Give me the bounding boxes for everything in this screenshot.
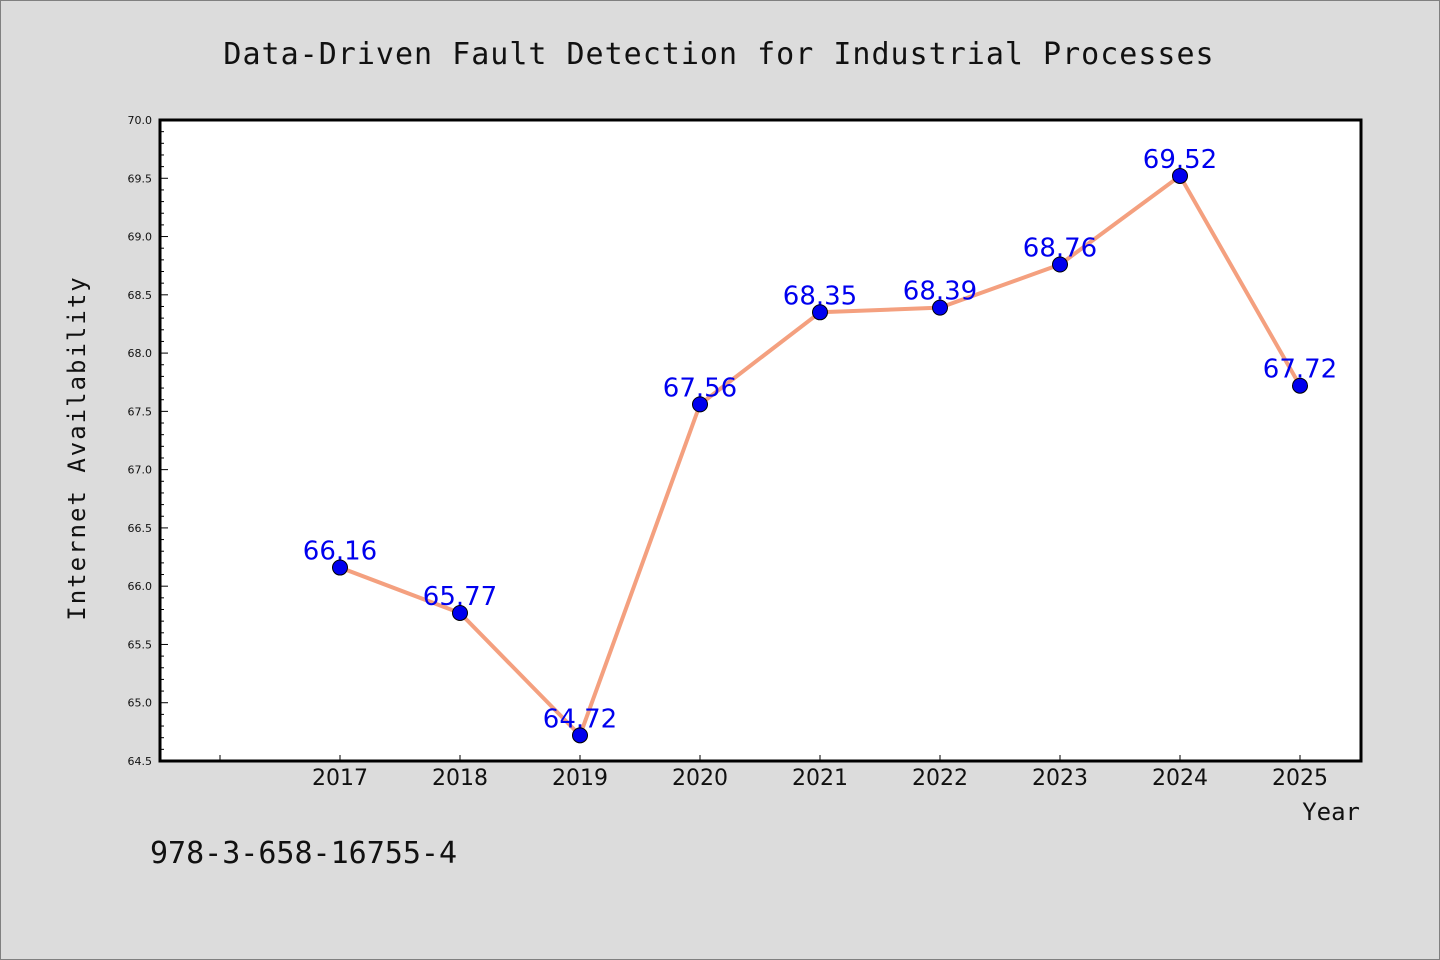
y-tick-label: 68.0 <box>128 347 153 360</box>
data-label: 67.56 <box>663 373 737 403</box>
y-tick-label: 67.5 <box>128 405 153 418</box>
y-axis: 64.5 65.0 65.5 66.0 66.5 67.0 67.5 68.0 68.5 69.0… <box>128 114 168 768</box>
y-tick-label: 65.0 <box>128 697 153 710</box>
data-point <box>692 396 708 413</box>
x-tick-label: 2023 <box>1032 766 1088 791</box>
y-tick-label: 64.5 <box>128 755 153 768</box>
data-labels: 66.16 65.77 64.72 67.56 68.35 68.39 68.76 69.52… <box>303 145 1337 734</box>
y-tick-label: 66.5 <box>128 522 153 535</box>
y-tick-label: 65.5 <box>128 638 153 651</box>
isbn-text: 978-3-658-16755-4 <box>150 836 457 871</box>
data-point <box>1292 377 1308 394</box>
series-markers <box>332 167 1308 744</box>
x-axis-label: Year <box>1302 798 1360 826</box>
y-tick-label: 69.5 <box>128 172 153 185</box>
x-tick-label: 2018 <box>432 766 488 791</box>
x-tick-label: 2024 <box>1152 766 1208 791</box>
x-tick-label: 2025 <box>1272 766 1328 791</box>
x-tick-label: 2021 <box>792 766 848 791</box>
data-point <box>1052 256 1068 273</box>
y-tick-label: 66.0 <box>128 580 153 593</box>
data-label: 66.16 <box>303 537 377 567</box>
data-label: 69.52 <box>1143 145 1217 175</box>
y-axis-label: Internet Availability <box>63 275 91 620</box>
data-point <box>332 559 348 576</box>
chart-title: Data-Driven Fault Detection for Industri… <box>223 37 1214 72</box>
y-tick-label: 69.0 <box>128 231 153 244</box>
x-tick-label: 2017 <box>312 766 368 791</box>
data-point <box>1172 167 1188 184</box>
data-point <box>812 304 828 321</box>
x-tick-label: 2020 <box>672 766 728 791</box>
data-label: 68.76 <box>1023 234 1097 264</box>
x-axis: 2017 2018 2019 2020 2021 2022 2023 2024 2025 <box>219 755 1328 791</box>
plot-area <box>158 118 1363 763</box>
data-point <box>452 604 468 621</box>
data-point <box>932 299 948 316</box>
data-label: 67.72 <box>1263 355 1337 385</box>
y-tick-label: 70.0 <box>128 114 153 127</box>
data-label: 68.39 <box>903 277 977 307</box>
x-tick-label: 2022 <box>912 766 968 791</box>
data-label: 68.35 <box>783 281 857 311</box>
data-label: 64.72 <box>543 704 617 734</box>
data-point <box>572 727 588 744</box>
y-tick-label: 67.0 <box>128 464 153 477</box>
y-tick-label: 68.5 <box>128 289 153 302</box>
data-label: 65.77 <box>423 582 497 612</box>
x-tick-label: 2019 <box>552 766 608 791</box>
